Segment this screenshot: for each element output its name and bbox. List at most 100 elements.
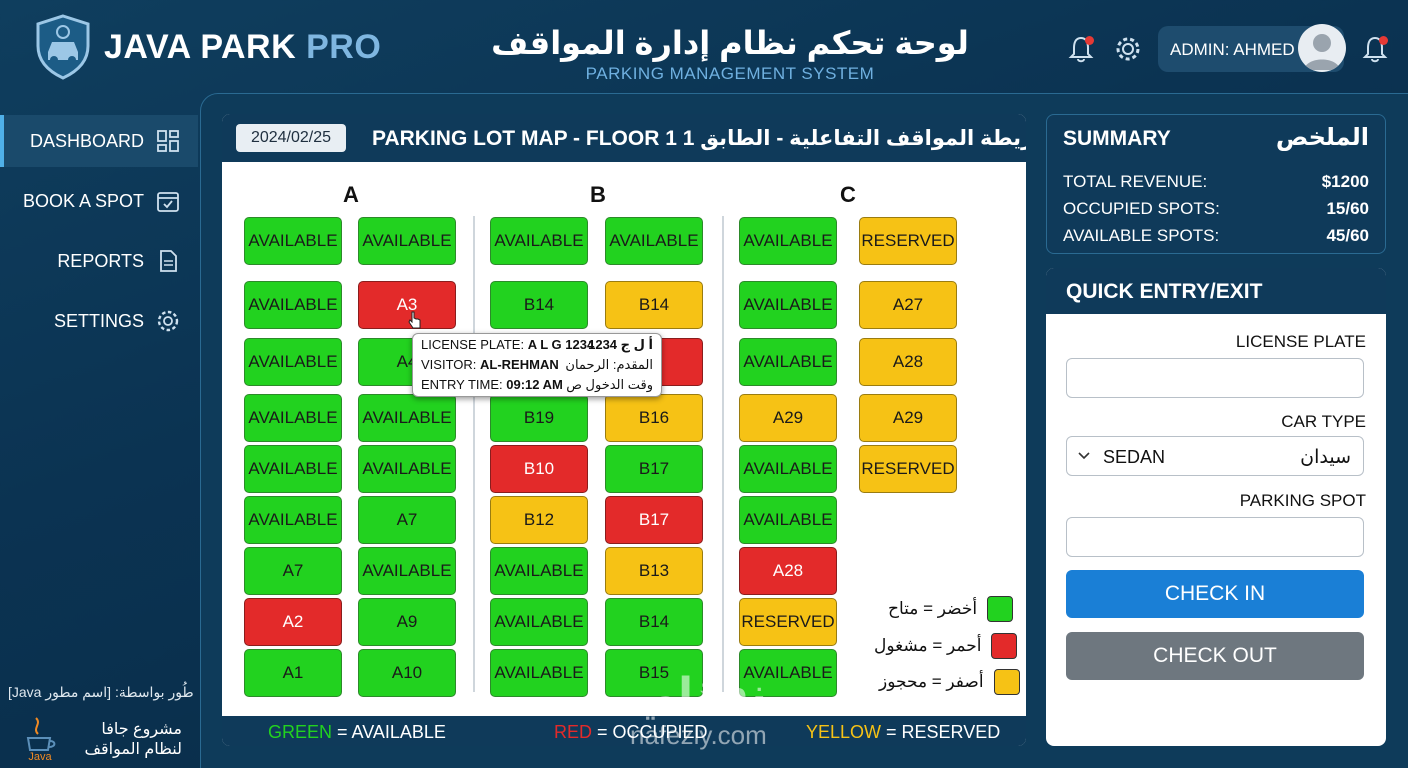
section-divider xyxy=(473,216,475,692)
parking-spot[interactable]: A28 xyxy=(739,547,837,595)
check-out-button[interactable]: CHECK OUT xyxy=(1066,632,1364,680)
parking-spot[interactable]: A9 xyxy=(358,598,456,646)
parking-spot[interactable]: A29 xyxy=(739,394,837,442)
parking-spot[interactable]: AVAILABLE xyxy=(605,217,703,265)
legend-swatch xyxy=(993,669,1020,695)
notification-dot xyxy=(1085,36,1094,45)
sidebar-item-book-a-spot[interactable]: BOOK A SPOT xyxy=(0,175,198,227)
parking-spot[interactable]: AVAILABLE xyxy=(490,217,588,265)
car-type-label: CAR TYPE xyxy=(1281,412,1366,431)
footer-legend-occupied: RED = OCCUPIED xyxy=(554,722,708,742)
parking-spot[interactable]: AVAILABLE xyxy=(358,217,456,265)
parking-spot[interactable]: AVAILABLE xyxy=(739,649,837,697)
document-icon xyxy=(160,250,177,272)
parking-spot[interactable]: AVAILABLE xyxy=(244,394,342,442)
parking-spot[interactable]: AVAILABLE xyxy=(739,281,837,329)
section-header-b: B xyxy=(590,182,606,207)
parking-spot[interactable]: A7 xyxy=(358,496,456,544)
sidebar-item-label: SETTINGS xyxy=(53,310,144,331)
legend-swatch xyxy=(991,633,1018,659)
parking-spot[interactable]: AVAILABLE xyxy=(490,649,588,697)
parking-spot[interactable]: AVAILABLE xyxy=(358,547,456,595)
tooltip-plate-ar: أ ل ج 1234 xyxy=(588,337,653,352)
summary-title: SUMMARY xyxy=(1063,127,1171,150)
quick-entry-panel: QUICK ENTRY/EXIT LICENSE PLATE CAR TYPE … xyxy=(1046,268,1386,746)
car-type-value: SEDAN xyxy=(1103,447,1166,467)
parking-spot[interactable]: AVAILABLE xyxy=(490,547,588,595)
parking-spot[interactable]: A7 xyxy=(244,547,342,595)
parking-spot[interactable]: A3 xyxy=(358,281,456,329)
section-header-c: C xyxy=(840,182,856,207)
parking-spot[interactable]: A10 xyxy=(358,649,456,697)
watermark: نفذلي nafezly.com xyxy=(630,670,767,750)
parking-spot[interactable]: AVAILABLE xyxy=(244,496,342,544)
parking-spot[interactable]: B17 xyxy=(605,496,703,544)
parking-spot[interactable]: B13 xyxy=(605,547,703,595)
gear-icon[interactable] xyxy=(1113,34,1143,64)
parking-spot[interactable]: AVAILABLE xyxy=(739,496,837,544)
parking-spot[interactable]: AVAILABLE xyxy=(490,598,588,646)
sidebar-item-reports[interactable]: REPORTS xyxy=(0,235,198,287)
map-legend-footer: GREEN = AVAILABLE RED = OCCUPIED YELLOW … xyxy=(222,716,1026,746)
legend-swatch xyxy=(987,596,1014,622)
date-badge[interactable]: 2024/02/25 xyxy=(236,124,346,152)
parking-spot[interactable]: B14 xyxy=(490,281,588,329)
notification-bell-icon[interactable] xyxy=(1360,34,1390,64)
parking-spot[interactable]: A2 xyxy=(244,598,342,646)
avatar[interactable] xyxy=(1298,24,1346,72)
mouse-cursor-icon xyxy=(408,311,421,329)
car-type-select[interactable]: SEDAN سيدان xyxy=(1066,436,1364,476)
parking-spot[interactable]: B14 xyxy=(605,598,703,646)
shield-car-logo xyxy=(36,14,90,80)
gear-icon xyxy=(157,310,179,332)
summary-row-revenue: TOTAL REVENUE: $1200 xyxy=(1063,172,1369,191)
parking-spot[interactable]: B16 xyxy=(605,394,703,442)
admin-profile[interactable]: ADMIN: AHMED xyxy=(1158,24,1346,72)
parking-spot[interactable]: RESERVED xyxy=(859,217,957,265)
dashboard-icon xyxy=(157,130,179,152)
license-plate-label: LICENSE PLATE xyxy=(1235,332,1366,351)
license-plate-input[interactable] xyxy=(1066,358,1364,398)
parking-spot[interactable]: B10 xyxy=(490,445,588,493)
parking-spot[interactable]: B14 xyxy=(605,281,703,329)
parking-spot[interactable]: A29 xyxy=(859,394,957,442)
parking-spot[interactable]: AVAILABLE xyxy=(244,445,342,493)
legend-item-occupied: أحمر = مشغول xyxy=(874,633,1018,659)
parking-spot-input[interactable] xyxy=(1066,517,1364,557)
parking-spot[interactable]: B12 xyxy=(490,496,588,544)
top-bar: JAVA PARK PRO لوحة تحكم نظام إدارة الموا… xyxy=(0,0,1408,100)
parking-spot[interactable]: AVAILABLE xyxy=(244,281,342,329)
parking-spot[interactable]: AVAILABLE xyxy=(739,217,837,265)
parking-spot[interactable]: RESERVED xyxy=(739,598,837,646)
parking-spot[interactable]: AVAILABLE xyxy=(358,445,456,493)
admin-label: ADMIN: AHMED xyxy=(1170,40,1295,59)
check-in-button[interactable]: CHECK IN xyxy=(1066,570,1364,618)
summary-row-occupied: OCCUPIED SPOTS: 15/60 xyxy=(1063,199,1369,218)
parking-spot[interactable]: AVAILABLE xyxy=(739,338,837,386)
legend-item-available: أخضر = متاح xyxy=(888,596,1014,622)
notification-bell-icon[interactable] xyxy=(1066,34,1096,64)
parking-spot[interactable]: AVAILABLE xyxy=(739,445,837,493)
tooltip-visitor: VISITOR: AL-REHMAN xyxy=(421,357,559,372)
parking-spot[interactable]: A28 xyxy=(859,338,957,386)
project-caption: مشروع جافا لنظام المواقف xyxy=(84,721,182,758)
java-logo-label: Java xyxy=(28,751,52,762)
parking-spot[interactable]: RESERVED xyxy=(859,445,957,493)
car-type-value-ar: سيدان xyxy=(1300,447,1351,468)
tooltip-plate: LICENSE PLATE: A L G 1234 xyxy=(421,337,595,352)
parking-spot[interactable]: AVAILABLE xyxy=(358,394,456,442)
chevron-down-icon xyxy=(1078,452,1090,460)
map-header: 2024/02/25 PARKING LOT MAP - FLOOR 1 خري… xyxy=(222,114,1026,162)
sidebar-item-label: DASHBOARD xyxy=(29,130,144,151)
footer-legend-reserved: YELLOW = RESERVED xyxy=(806,722,1001,742)
sidebar-item-dashboard[interactable]: DASHBOARD xyxy=(0,115,198,167)
parking-spot[interactable]: A27 xyxy=(859,281,957,329)
sidebar-item-settings[interactable]: SETTINGS xyxy=(0,295,198,347)
parking-spot[interactable]: B17 xyxy=(605,445,703,493)
parking-spot[interactable]: AVAILABLE xyxy=(244,338,342,386)
parking-spot-label: PARKING SPOT xyxy=(1239,491,1366,510)
parking-spot[interactable]: B19 xyxy=(490,394,588,442)
parking-spot[interactable]: AVAILABLE xyxy=(244,217,342,265)
parking-spot[interactable]: B15 xyxy=(605,649,703,697)
parking-spot[interactable]: A1 xyxy=(244,649,342,697)
